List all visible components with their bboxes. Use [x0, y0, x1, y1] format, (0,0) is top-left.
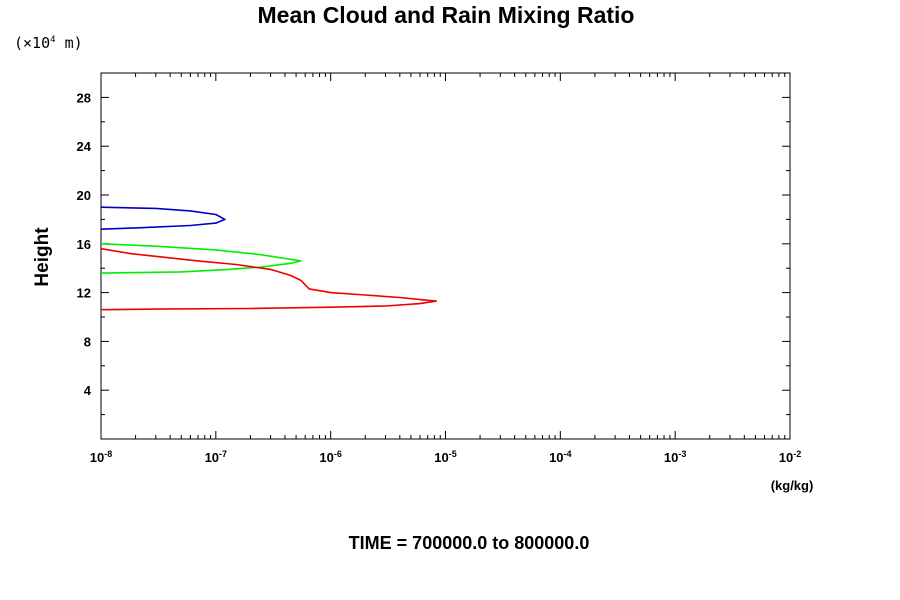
x-tick-label-exponent: -5 [449, 449, 457, 459]
y-tick-label: 12 [77, 286, 91, 301]
y-unit-suffix: m) [56, 34, 83, 52]
time-range-label: TIME = 700000.0 to 800000.0 [349, 533, 590, 553]
series-line [100, 247, 438, 311]
y-tick-label: 8 [84, 334, 91, 349]
chart-title: Mean Cloud and Rain Mixing Ratio [258, 2, 635, 28]
plot-frame [100, 72, 791, 440]
y-tick-labels: 4 8 12 16 20 24 28 [77, 90, 92, 398]
y-unit-prefix: (×10 [14, 34, 50, 52]
x-tick-label-exponent: -4 [564, 449, 572, 459]
x-tick-label-base: 10 [319, 450, 333, 465]
series-line [100, 206, 226, 230]
y-tick-label: 16 [77, 237, 91, 252]
axis-ticks [100, 73, 790, 439]
y-unit-label: (×104 m) [14, 34, 83, 52]
y-tick-label: 24 [77, 139, 92, 154]
y-tick-label: 20 [77, 188, 91, 203]
x-tick-label-base: 10 [90, 450, 104, 465]
x-tick-label-base: 10 [434, 450, 448, 465]
y-axis-label: Height [32, 227, 53, 287]
x-tick-label-exponent: -8 [104, 449, 112, 459]
x-tick-label: 10-3 [664, 449, 686, 465]
y-tick-label: 4 [84, 383, 92, 398]
x-axis-label: (kg/kg) [771, 478, 814, 493]
x-tick-label-exponent: -6 [334, 449, 342, 459]
x-tick-label: 10-7 [205, 449, 227, 465]
x-tick-label: 10-6 [319, 449, 341, 465]
x-tick-label-base: 10 [549, 450, 563, 465]
x-tick-labels: 10-8 10-7 10-6 10-5 10-4 10-3 10-2 [90, 449, 801, 465]
series-lines [100, 206, 438, 311]
x-tick-label-exponent: -3 [678, 449, 686, 459]
x-tick-label: 10-5 [434, 449, 456, 465]
x-tick-label-base: 10 [779, 450, 793, 465]
x-tick-label: 10-2 [779, 449, 801, 465]
y-unit-exponent: 4 [50, 35, 55, 45]
x-tick-label: 10-4 [549, 449, 571, 465]
x-tick-label-base: 10 [205, 450, 219, 465]
series-line [100, 243, 302, 274]
x-tick-label-exponent: -2 [793, 449, 801, 459]
x-tick-label: 10-8 [90, 449, 112, 465]
x-tick-label-base: 10 [664, 450, 678, 465]
y-tick-label: 28 [77, 90, 91, 105]
x-tick-label-exponent: -7 [219, 449, 227, 459]
